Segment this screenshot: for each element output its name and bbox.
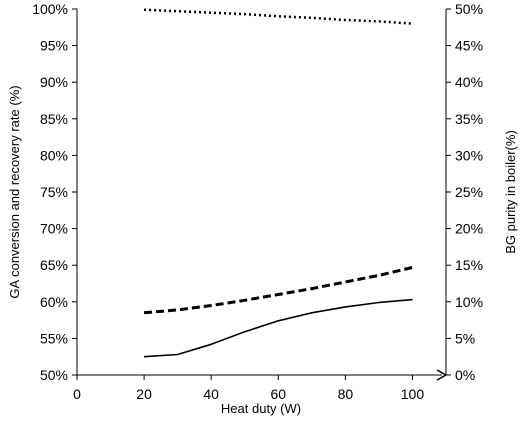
axes	[72, 8, 451, 381]
x-tick-label: 0	[73, 386, 81, 402]
y-tick-label-right: 45%	[455, 38, 483, 54]
y-tick-label-left: 55%	[40, 330, 68, 346]
y-tick-label-right: 10%	[455, 294, 483, 310]
y-tick-label-left: 75%	[40, 184, 68, 200]
y-tick-label-left: 100%	[32, 1, 68, 17]
y-tick-label-right: 30%	[455, 147, 483, 163]
y-tick-label-right: 20%	[455, 221, 483, 237]
y-axis-right-title: BG purity in boiler(%)	[503, 130, 518, 254]
y-tick-label-right: 5%	[455, 330, 475, 346]
x-tick-label: 60	[270, 386, 286, 402]
x-tick-label: 40	[203, 386, 219, 402]
x-axis-title: Heat duty (W)	[221, 401, 301, 416]
series-line-dashed	[143, 265, 413, 315]
y-tick-label-right: 35%	[455, 111, 483, 127]
y-tick-label-left: 60%	[40, 294, 68, 310]
y-tick-label-left: 70%	[40, 221, 68, 237]
y-tick-label-left: 85%	[40, 111, 68, 127]
y-tick-label-left: 95%	[40, 38, 68, 54]
y-tick-label-left: 90%	[40, 74, 68, 90]
series-line-solid	[144, 298, 413, 358]
y-tick-label-left: 80%	[40, 147, 68, 163]
y-tick-label-right: 50%	[455, 1, 483, 17]
y-axis-left-title: GA conversion and recovery rate (%)	[7, 85, 22, 298]
y-tick-label-left: 50%	[40, 367, 68, 383]
tick-labels: 50% 55% 60% 65% 70% 75% 80% 85% 90% 95% 100% 0% 5% 10…	[32, 1, 483, 402]
y-tick-label-right: 40%	[455, 74, 483, 90]
x-tick-label: 100	[401, 386, 425, 402]
x-tick-label: 20	[136, 386, 152, 402]
series-line-dotted	[144, 8, 413, 25]
y-tick-label-right: 15%	[455, 257, 483, 273]
y-tick-label-right: 25%	[455, 184, 483, 200]
series-layer	[143, 8, 413, 358]
y-tick-label-left: 65%	[40, 257, 68, 273]
y-tick-label-right: 0%	[455, 367, 475, 383]
x-tick-label: 80	[338, 386, 354, 402]
